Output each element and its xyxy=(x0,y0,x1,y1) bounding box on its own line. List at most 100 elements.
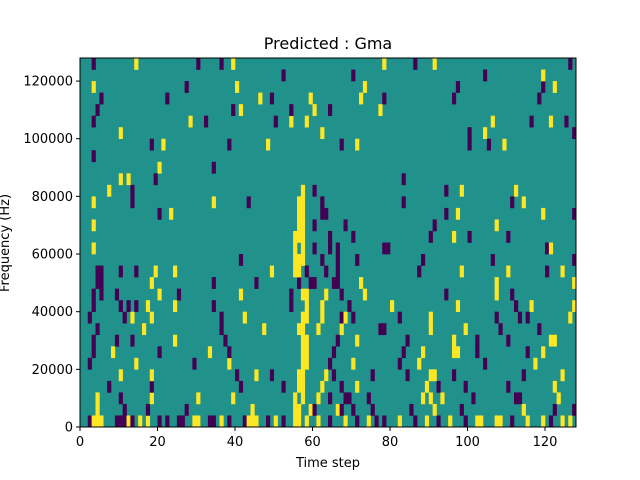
heatmap-cell xyxy=(300,219,306,232)
heatmap-cell xyxy=(300,254,306,266)
heatmap-cell xyxy=(293,254,298,266)
heatmap-cell xyxy=(273,415,278,428)
heatmap-cell xyxy=(351,69,356,82)
heatmap-cell xyxy=(339,323,344,336)
heatmap-cell xyxy=(452,92,457,105)
heatmap-cell xyxy=(196,392,201,405)
y-tick-label: 60000 xyxy=(32,248,73,263)
heatmap-cell xyxy=(118,369,123,382)
heatmap-cell xyxy=(320,254,325,266)
heatmap-cell xyxy=(91,115,96,128)
heatmap-cell xyxy=(91,242,96,255)
heatmap-cell xyxy=(300,392,306,405)
heatmap-cell xyxy=(134,300,139,312)
heatmap-cell xyxy=(370,369,375,382)
heatmap-cell xyxy=(126,300,131,312)
heatmap-cell xyxy=(328,104,333,116)
heatmap-cell xyxy=(572,207,577,220)
heatmap-cell xyxy=(227,346,232,359)
heatmap-cell xyxy=(405,369,410,382)
heatmap-cell xyxy=(459,403,464,416)
x-tick-label: 120 xyxy=(533,435,558,450)
heatmap-cell xyxy=(494,415,499,428)
heatmap-cell xyxy=(238,254,244,266)
heatmap-cell xyxy=(308,277,313,289)
heatmap-cell xyxy=(126,173,131,186)
heatmap-cell xyxy=(99,288,104,301)
heatmap-cell xyxy=(316,392,321,405)
heatmap-cell xyxy=(362,288,368,301)
heatmap-cell xyxy=(432,369,437,382)
heatmap-cell xyxy=(281,69,286,82)
heatmap-cell xyxy=(521,369,526,382)
heatmap-cell xyxy=(560,265,565,278)
heatmap-cell xyxy=(510,196,515,209)
heatmap-cell xyxy=(320,311,325,324)
heatmap-cell xyxy=(227,415,232,428)
heatmap-cell xyxy=(304,115,309,128)
heatmap-cell xyxy=(297,415,302,428)
heatmap-cell xyxy=(91,150,96,163)
heatmap-cell xyxy=(231,58,236,70)
heatmap-cell xyxy=(440,392,445,405)
heatmap-cell xyxy=(564,115,569,128)
heatmap-cell xyxy=(413,415,418,428)
heatmap-cell xyxy=(211,277,216,289)
heatmap-cell xyxy=(300,207,306,220)
heatmap-cell xyxy=(91,415,96,428)
x-axis-label: Time step xyxy=(295,456,360,471)
heatmap-cell xyxy=(122,415,127,428)
x-tick-label: 80 xyxy=(382,435,399,450)
heatmap-cell xyxy=(510,288,515,301)
heatmap-cell xyxy=(254,415,259,428)
heatmap-cell xyxy=(258,92,263,105)
heatmap-cell xyxy=(401,346,406,359)
heatmap-cell xyxy=(572,127,577,140)
heatmap-cell xyxy=(227,357,232,370)
heatmap-cell xyxy=(118,127,123,140)
y-axis: 0 20000 40000 60000 80000 100000 120000 xyxy=(23,75,80,436)
heatmap-cells xyxy=(87,58,577,428)
heatmap-cell xyxy=(525,415,530,428)
heatmap-cell xyxy=(238,288,244,301)
heatmap-cell xyxy=(560,369,565,382)
heatmap-cell xyxy=(142,323,147,336)
heatmap-cell xyxy=(494,288,499,301)
heatmap-cell xyxy=(514,300,519,312)
heatmap-cell xyxy=(475,334,480,347)
heatmap-cell xyxy=(397,311,402,324)
heatmap-cell xyxy=(541,81,546,93)
heatmap-cell xyxy=(118,300,123,312)
heatmap-cell xyxy=(572,254,577,266)
heatmap-cell xyxy=(320,127,325,140)
heatmap-cell xyxy=(157,288,162,301)
heatmap-cell xyxy=(304,311,309,324)
heatmap-cell xyxy=(297,207,302,220)
heatmap-cell xyxy=(366,392,371,405)
heatmap-cell xyxy=(250,403,255,416)
heatmap-cell xyxy=(335,334,340,347)
heatmap-cell xyxy=(165,92,170,105)
heatmap-cell xyxy=(250,415,255,428)
heatmap-cell xyxy=(331,369,337,382)
heatmap-cell xyxy=(289,300,294,312)
heatmap-cell xyxy=(335,277,340,289)
heatmap-cell xyxy=(413,58,418,70)
heatmap-cell xyxy=(343,392,348,405)
y-axis-label: Frequency (Hz) xyxy=(0,194,13,292)
heatmap-cell xyxy=(269,369,275,382)
heatmap-cell xyxy=(541,207,546,220)
heatmap-cell xyxy=(494,277,499,289)
heatmap-cell xyxy=(266,138,271,151)
heatmap-cell xyxy=(246,196,251,209)
heatmap-cell xyxy=(227,138,232,151)
heatmap-cell xyxy=(444,207,449,220)
heatmap-cell xyxy=(324,207,329,220)
heatmap-cell xyxy=(114,288,120,301)
heatmap-cell xyxy=(149,311,154,324)
heatmap-cell xyxy=(436,380,441,393)
heatmap-cell xyxy=(238,104,244,116)
heatmap-cell xyxy=(335,265,340,278)
heatmap-cell xyxy=(432,403,437,416)
heatmap-cell xyxy=(304,288,309,301)
